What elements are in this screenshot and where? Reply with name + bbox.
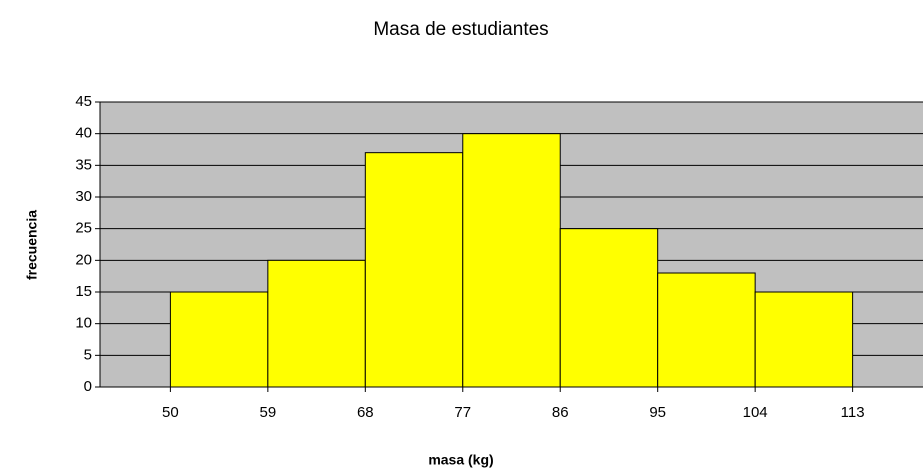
x-tick-label: 95 [649, 404, 666, 421]
x-tick-label: 59 [260, 404, 277, 421]
y-tick-label: 40 [75, 125, 92, 142]
y-tick-label: 0 [84, 378, 92, 395]
bar [559, 228, 659, 388]
y-tick-label: 10 [75, 315, 92, 332]
bar [169, 291, 269, 388]
chart-title: Masa de estudiantes [373, 19, 548, 40]
x-tick-label: 113 [841, 404, 865, 421]
y-tick-label: 20 [75, 251, 92, 268]
y-tick-label: 25 [75, 220, 92, 237]
x-tick-label: 77 [454, 404, 471, 421]
bar [267, 259, 366, 388]
y-axis-label: frecuencia [24, 210, 40, 280]
y-tick-label: 15 [75, 283, 92, 300]
y-tick-label: 5 [84, 346, 92, 363]
x-tick-label: 68 [357, 404, 374, 421]
bar [754, 291, 854, 388]
x-tick-label: 86 [552, 404, 569, 421]
y-tick-label: 35 [75, 156, 92, 173]
x-axis-label: masa (kg) [428, 452, 493, 468]
y-tick-label: 45 [75, 93, 92, 110]
x-tick-label: 50 [162, 404, 179, 421]
bar [657, 272, 756, 388]
y-tick-label: 30 [75, 188, 92, 205]
x-tick-label: 104 [743, 404, 768, 421]
bar [462, 133, 561, 388]
bar [364, 152, 464, 388]
